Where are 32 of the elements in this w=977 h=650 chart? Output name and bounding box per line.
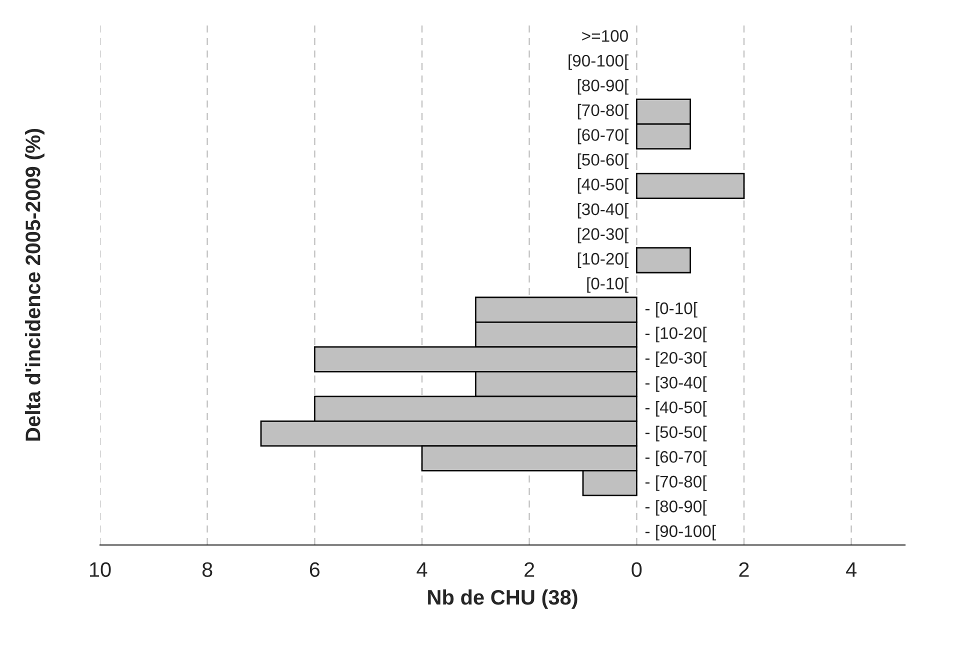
y-tick-label: - [70-80[ — [645, 475, 707, 491]
y-tick-label: [0-10[ — [587, 277, 628, 293]
x-tick-label: 4 — [416, 562, 428, 577]
y-tick-label: [40-50[ — [578, 178, 628, 194]
y-tick-label: [30-40[ — [578, 202, 628, 218]
y-tick-label: - [20-30[ — [645, 352, 707, 368]
y-axis-title: Delta d'incidence 2005-2009 (%) — [25, 128, 44, 441]
x-tick-label: 0 — [632, 562, 642, 577]
x-tick-label: 8 — [202, 562, 212, 577]
y-tick-label: >=100 — [582, 30, 628, 42]
y-tick-label: [20-30[ — [578, 228, 628, 244]
y-tick-label: - [90-100[ — [645, 524, 716, 540]
x-tick-label: 2 — [524, 562, 534, 577]
x-tick-label: 2 — [739, 562, 749, 577]
y-tick-label: - [50-50[ — [645, 426, 707, 442]
y-tick-label: - [10-20[ — [645, 326, 707, 342]
y-tick-label: [70-80[ — [578, 104, 628, 120]
x-tick-label: 4 — [846, 562, 857, 577]
y-tick-label: [60-70[ — [578, 128, 628, 144]
x-tick-label: 10 — [90, 562, 111, 577]
y-tick-label: [10-20[ — [578, 252, 628, 268]
y-tick-label: - [0-10[ — [645, 302, 698, 318]
y-tick-label: - [40-50[ — [645, 401, 707, 417]
y-tick-label: - [80-90[ — [645, 500, 707, 516]
y-tick-label: [50-60[ — [578, 153, 628, 169]
x-axis-title: Nb de CHU (38) — [428, 589, 578, 609]
x-tick-label: 6 — [310, 562, 320, 577]
y-tick-label: [90-100[ — [568, 54, 628, 70]
y-tick-label: [80-90[ — [578, 79, 628, 95]
bar — [636, 247, 692, 274]
y-tick-label: - [60-70[ — [645, 450, 707, 466]
y-tick-label: - [30-40[ — [645, 376, 707, 392]
